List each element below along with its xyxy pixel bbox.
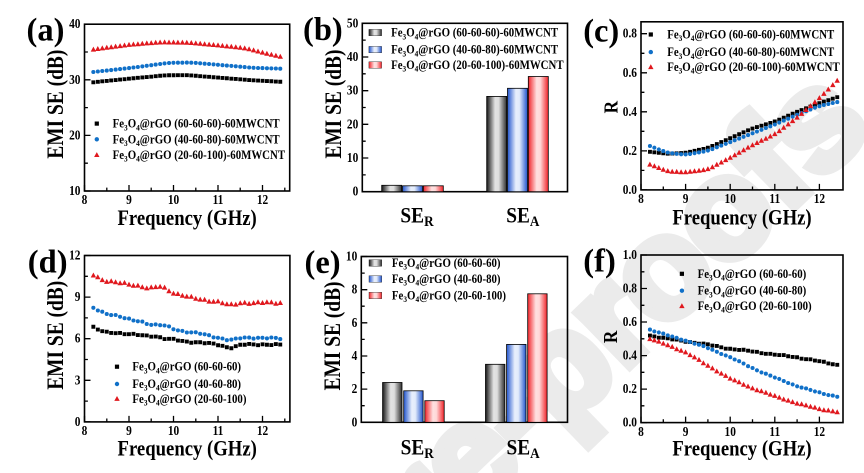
svg-text:Fe3O4@rGO (40-60-80): Fe3O4@rGO (40-60-80)	[132, 377, 241, 392]
svg-text:4: 4	[352, 348, 358, 363]
svg-text:Fe3O4@rGO (40-60-80)-60MWCNT: Fe3O4@rGO (40-60-80)-60MWCNT	[667, 45, 834, 60]
svg-text:10: 10	[168, 423, 179, 438]
svg-text:Fe3O4@rGO (60-60-60)-60MWCNT: Fe3O4@rGO (60-60-60)-60MWCNT	[391, 26, 558, 41]
svg-text:Fe3O4@rGO (60-60-60): Fe3O4@rGO (60-60-60)	[392, 256, 501, 271]
svg-text:9: 9	[126, 423, 132, 438]
svg-text:Fe3O4@rGO (20-60-100)-60MWCNT: Fe3O4@rGO (20-60-100)-60MWCNT	[113, 148, 286, 163]
svg-text:Fe3O4@rGO (20-60-100)-60MWCNT: Fe3O4@rGO (20-60-100)-60MWCNT	[391, 58, 564, 73]
svg-text:12: 12	[257, 423, 268, 438]
svg-text:EMI SE (dB): EMI SE (dB)	[42, 281, 68, 390]
svg-text:11: 11	[213, 192, 224, 207]
svg-text:EMI SE (dB): EMI SE (dB)	[320, 50, 346, 159]
svg-text:Fe3O4@rGO (40-60-80)-60MWCNT: Fe3O4@rGO (40-60-80)-60MWCNT	[113, 133, 280, 148]
svg-text:(d): (d)	[28, 245, 68, 281]
svg-text:30: 30	[69, 72, 80, 87]
svg-text:10: 10	[347, 150, 358, 165]
svg-text:8: 8	[82, 423, 88, 438]
svg-text:Fe3O4@rGO (40-60-80): Fe3O4@rGO (40-60-80)	[392, 272, 501, 287]
svg-text:10: 10	[725, 424, 736, 439]
svg-text:0.4: 0.4	[623, 104, 637, 119]
svg-text:Fe3O4@rGO (20-60-100): Fe3O4@rGO (20-60-100)	[392, 289, 506, 304]
svg-text:0.6: 0.6	[623, 314, 637, 329]
svg-text:Fe3O4@rGO (60-60-60)-60MWCNT: Fe3O4@rGO (60-60-60)-60MWCNT	[113, 117, 280, 132]
svg-text:EMI SE (dB): EMI SE (dB)	[319, 281, 345, 390]
svg-text:Fe3O4@rGO (40-60-80)-60MWCNT: Fe3O4@rGO (40-60-80)-60MWCNT	[391, 43, 558, 58]
svg-text:Frequency (GHz): Frequency (GHz)	[672, 206, 811, 230]
svg-text:10: 10	[725, 191, 736, 206]
svg-text:Fe3O4@rGO (20-60-100): Fe3O4@rGO (20-60-100)	[698, 299, 812, 314]
svg-text:9: 9	[683, 191, 689, 206]
svg-text:(e): (e)	[305, 245, 341, 281]
svg-text:12: 12	[69, 248, 80, 263]
svg-text:0: 0	[75, 414, 81, 429]
svg-text:9: 9	[683, 424, 689, 439]
svg-text:8: 8	[352, 282, 358, 297]
svg-text:10: 10	[69, 183, 80, 198]
svg-text:8: 8	[638, 191, 644, 206]
svg-text:0.2: 0.2	[623, 143, 637, 158]
svg-text:9: 9	[75, 289, 81, 304]
svg-text:6: 6	[352, 315, 358, 330]
svg-text:Fe3O4@rGO (20-60-100)-60MWCNT: Fe3O4@rGO (20-60-100)-60MWCNT	[667, 60, 840, 75]
svg-text:EMI SE (dB): EMI SE (dB)	[42, 50, 68, 159]
svg-text:0.8: 0.8	[623, 26, 637, 41]
svg-text:8: 8	[82, 192, 88, 207]
svg-text:Frequency (GHz): Frequency (GHz)	[672, 437, 811, 461]
svg-text:0.4: 0.4	[623, 348, 637, 363]
svg-text:9: 9	[126, 192, 132, 207]
svg-text:0.0: 0.0	[623, 415, 637, 430]
svg-text:11: 11	[769, 191, 780, 206]
svg-text:10: 10	[168, 192, 179, 207]
svg-text:40: 40	[69, 16, 80, 31]
svg-text:Fe3O4@rGO (60-60-60): Fe3O4@rGO (60-60-60)	[698, 267, 807, 282]
svg-text:10: 10	[346, 249, 357, 264]
svg-text:11: 11	[769, 424, 780, 439]
svg-text:(b): (b)	[303, 12, 343, 48]
svg-text:(c): (c)	[583, 13, 619, 49]
svg-text:12: 12	[257, 192, 268, 207]
svg-text:(f): (f)	[583, 243, 615, 279]
svg-text:Fe3O4@rGO (20-60-100): Fe3O4@rGO (20-60-100)	[132, 392, 246, 407]
svg-text:8: 8	[638, 424, 644, 439]
svg-text:30: 30	[347, 83, 358, 98]
svg-text:20: 20	[69, 128, 80, 143]
svg-text:Frequency (GHz): Frequency (GHz)	[118, 437, 257, 461]
svg-text:R: R	[600, 101, 623, 114]
svg-text:0.8: 0.8	[623, 281, 637, 296]
svg-text:40: 40	[347, 49, 358, 64]
svg-text:Fe3O4@rGO (40-60-80): Fe3O4@rGO (40-60-80)	[698, 284, 807, 299]
svg-text:11: 11	[213, 423, 224, 438]
svg-text:0.6: 0.6	[623, 65, 637, 80]
svg-text:R: R	[600, 330, 623, 343]
svg-text:(a): (a)	[27, 13, 65, 49]
svg-text:6: 6	[75, 331, 81, 346]
svg-text:Fe3O4@rGO (60-60-60)-60MWCNT: Fe3O4@rGO (60-60-60)-60MWCNT	[667, 28, 834, 43]
svg-text:12: 12	[814, 191, 825, 206]
svg-text:12: 12	[814, 424, 825, 439]
svg-text:Frequency (GHz): Frequency (GHz)	[117, 207, 256, 231]
svg-text:0.0: 0.0	[623, 182, 637, 197]
svg-text:20: 20	[347, 116, 358, 131]
svg-text:Fe3O4@rGO (60-60-60): Fe3O4@rGO (60-60-60)	[132, 360, 241, 375]
svg-text:1.0: 1.0	[623, 247, 637, 262]
svg-text:2: 2	[352, 381, 358, 396]
svg-text:3: 3	[75, 372, 81, 387]
svg-text:0: 0	[352, 414, 358, 429]
svg-text:0: 0	[353, 184, 359, 199]
svg-text:0.2: 0.2	[623, 381, 637, 396]
svg-text:50: 50	[347, 15, 358, 30]
